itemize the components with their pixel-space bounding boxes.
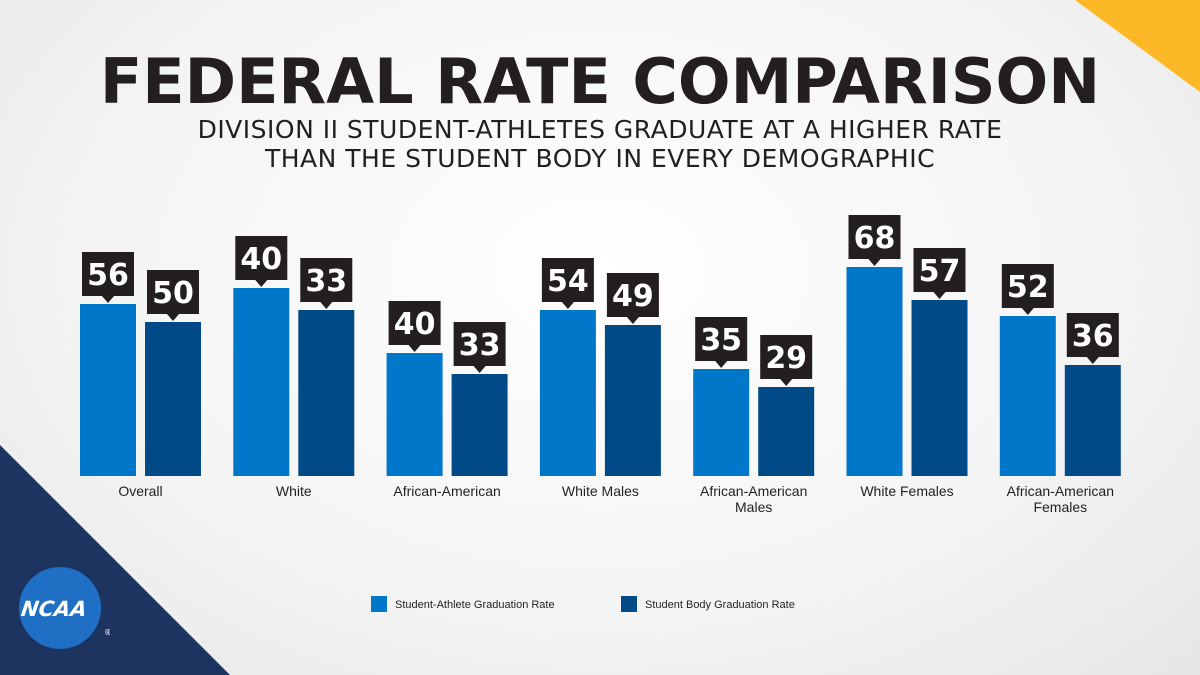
value-label-box-1-1 — [300, 258, 353, 309]
value-label-0-4: 35 — [700, 323, 742, 358]
value-label-box-1-0 — [147, 270, 199, 321]
value-label-0-0: 56 — [87, 258, 129, 293]
bar-student-athlete-4 — [693, 369, 750, 476]
bar-student-body-4 — [758, 387, 815, 476]
value-label-1-2: 33 — [459, 328, 501, 363]
category-label-2: African-American — [393, 483, 500, 499]
bar-student-body-0 — [145, 322, 201, 476]
value-label-box-0-3 — [541, 258, 594, 309]
bar-student-body-6 — [1064, 365, 1121, 476]
legend-label-student-body: Student Body Graduation Rate — [645, 599, 795, 611]
value-label-0-1: 40 — [240, 242, 282, 277]
value-label-box-0-2 — [388, 301, 441, 352]
value-label-box-0-4 — [695, 317, 748, 368]
bar-student-athlete-0 — [80, 304, 136, 476]
value-label-box-1-3 — [606, 273, 659, 324]
bars-layer: 56 50 40 33 40 33 54 49 35 29 68 57 52 36 — [80, 215, 1121, 476]
bar-student-athlete-6 — [999, 316, 1056, 476]
category-label-4: African-American Males — [700, 483, 807, 515]
value-label-box-1-6 — [1066, 313, 1119, 364]
ncaa-logo-circle — [19, 567, 101, 649]
value-label-1-3: 49 — [612, 279, 654, 314]
page-title: FEDERAL RATE COMPARISON — [99, 45, 1101, 118]
value-label-box-0-1 — [235, 236, 288, 287]
corner-gold-triangle — [1075, 0, 1200, 92]
bar-student-athlete-1 — [233, 288, 290, 476]
bar-student-athlete-2 — [386, 353, 443, 476]
chart-legend: Student-Athlete Graduation Rate Student … — [371, 596, 795, 612]
category-label-3: White Males — [562, 483, 639, 499]
category-label-6: African-American Females — [1007, 483, 1114, 515]
value-label-box-1-5 — [913, 248, 966, 299]
value-label-box-1-2 — [453, 322, 506, 373]
legend-label-student-athlete: Student-Athlete Graduation Rate — [395, 599, 555, 611]
value-label-box-0-0 — [82, 252, 134, 303]
bar-student-body-2 — [451, 374, 508, 476]
value-label-box-0-6 — [1001, 264, 1054, 315]
legend-swatch-student-body — [621, 596, 637, 612]
value-label-1-5: 57 — [919, 254, 961, 289]
value-label-0-6: 52 — [1007, 270, 1049, 305]
ncaa-registered-mark: ® — [104, 628, 110, 637]
subtitle-line-1: DIVISION II STUDENT-ATHLETES GRADUATE AT… — [197, 115, 1003, 144]
corner-decoration-gold — [1075, 0, 1200, 92]
bar-student-athlete-3 — [539, 310, 596, 476]
value-label-box-0-5 — [848, 215, 901, 266]
ncaa-logo: NCAA ® — [19, 567, 110, 649]
ncaa-logo-text: NCAA — [20, 596, 89, 621]
value-label-1-6: 36 — [1072, 319, 1114, 354]
value-label-1-4: 29 — [765, 341, 807, 376]
category-label-1: White — [276, 483, 312, 499]
value-label-0-5: 68 — [854, 221, 896, 256]
value-label-1-0: 50 — [152, 276, 194, 311]
category-label-0: Overall — [118, 483, 162, 499]
value-label-1-1: 33 — [305, 264, 347, 299]
legend-swatch-student-athlete — [371, 596, 387, 612]
bar-student-body-1 — [298, 310, 355, 476]
bar-student-body-3 — [604, 325, 661, 476]
value-label-box-1-4 — [760, 335, 813, 386]
category-labels: Overall White African-American White Males A… — [118, 483, 1114, 515]
bar-student-athlete-5 — [846, 267, 903, 476]
value-label-0-3: 54 — [547, 264, 589, 299]
subtitle-line-2: THAN THE STUDENT BODY IN EVERY DEMOGRAPH… — [264, 144, 936, 173]
value-label-0-2: 40 — [394, 307, 436, 342]
bar-student-body-5 — [911, 300, 968, 476]
category-label-5: White Females — [860, 483, 953, 499]
